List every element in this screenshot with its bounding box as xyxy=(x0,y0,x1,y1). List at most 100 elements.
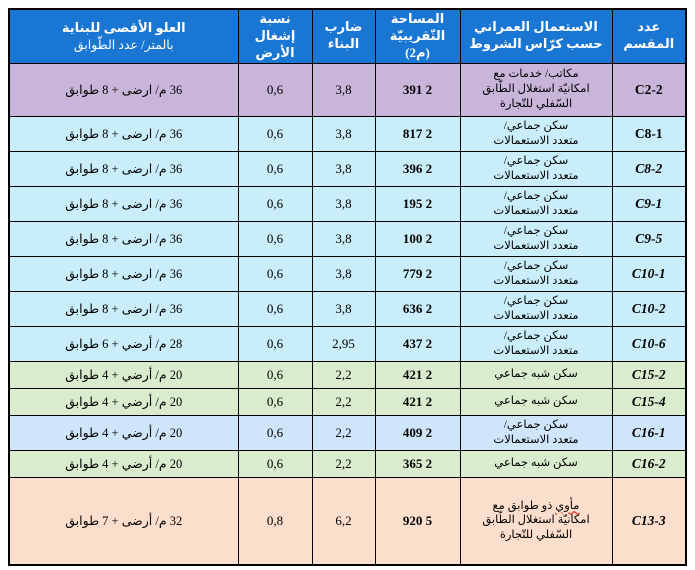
approx-area-cell: 2 421 xyxy=(374,360,461,389)
table-row: C15-2 سكن شبه جماعي 2 421 2,2 0,6 20 م/ أرضي … xyxy=(8,360,687,389)
building-coefficient-cell: 3,8 xyxy=(311,115,376,152)
plot-number-cell: C16-1 xyxy=(611,414,687,451)
header-max-height-line1: العلو الأقصى للبناية xyxy=(61,19,186,35)
approx-area-cell: 2 421 xyxy=(374,387,461,416)
urban-usage-cell: سكن شبه جماعي xyxy=(459,387,613,416)
max-height-cell: 36 م/ ارضى + 8 طوابق xyxy=(8,185,239,222)
usage-line: سكن جماعي/ xyxy=(503,224,569,237)
header-plot-number: عدد المقسم xyxy=(611,8,687,64)
approx-area-cell: 2 195 xyxy=(374,185,461,222)
approx-area-cell: 2 437 xyxy=(374,325,461,362)
table-row: C10-2 سكن جماعي/متعدد الاستعمالات 2 636 3,8… xyxy=(8,290,687,327)
max-height-cell: 20 م/ أرضي + 4 طوابق xyxy=(8,387,239,416)
header-max-height: العلو الأقصى للبناية بالمتر/ عدد الطّواب… xyxy=(8,8,239,64)
table-row: C16-1 سكن جماعي/متعدد الاستعمالات 2 409 2,2… xyxy=(8,414,687,451)
plot-number-cell: C2-2 xyxy=(611,62,687,117)
building-coefficient-cell: 3,8 xyxy=(311,62,376,117)
header-approx-area: المساحة التّقريبيّة (م2) xyxy=(374,8,461,64)
plot-number-cell: C9-1 xyxy=(611,185,687,222)
building-coefficient-cell: 2,2 xyxy=(311,449,376,478)
building-coefficient-cell: 3,8 xyxy=(311,255,376,292)
max-height-cell: 20 م/ أرضي + 4 طوابق xyxy=(8,449,239,478)
building-coefficient-cell: 2,95 xyxy=(311,325,376,362)
usage-line: متعدد الاستعمالات xyxy=(493,309,579,322)
zoning-table: عدد المقسم الاستعمال العمراني حسب كرّاس … xyxy=(8,8,687,567)
land-occupancy-cell: 0,6 xyxy=(237,360,313,389)
urban-usage-cell: سكن جماعي/متعدد الاستعمالات xyxy=(459,150,613,187)
plot-number-cell: C10-6 xyxy=(611,325,687,362)
usage-line: سكن جماعي/ xyxy=(503,329,569,342)
building-coefficient-cell: 3,8 xyxy=(311,150,376,187)
approx-area-cell: 2 396 xyxy=(374,150,461,187)
header-coef-line2: البناء xyxy=(327,36,360,52)
usage-line: متعدد الاستعمالات xyxy=(493,433,579,446)
misspelled-word: مأوي xyxy=(555,499,580,512)
usage-line: سكن شبه جماعي xyxy=(494,395,578,408)
approx-area-cell: 2 409 xyxy=(374,414,461,451)
table-row: C9-5 سكن جماعي/متعدد الاستعمالات 2 100 3,8 0… xyxy=(8,220,687,257)
table-row: C9-1 سكن جماعي/متعدد الاستعمالات 2 195 3,8 0… xyxy=(8,185,687,222)
land-occupancy-cell: 0,6 xyxy=(237,414,313,451)
usage-line: متعدد الاستعمالات xyxy=(493,274,579,287)
land-occupancy-cell: 0,8 xyxy=(237,476,313,566)
max-height-cell: 36 م/ ارضى + 8 طوابق xyxy=(8,255,239,292)
table-row: C2-2 مكاتب/ خدمات مع امكانيّة استغلال الطّ… xyxy=(8,62,687,117)
plot-number-cell: C10-1 xyxy=(611,255,687,292)
building-coefficient-cell: 6,2 xyxy=(311,476,376,566)
approx-area-cell: 2 365 xyxy=(374,449,461,478)
plot-number-cell: C15-2 xyxy=(611,360,687,389)
usage-line: سكن جماعي/ xyxy=(503,259,569,272)
header-area-line1: المساحة xyxy=(390,11,445,26)
land-occupancy-cell: 0,6 xyxy=(237,185,313,222)
max-height-cell: 36 م/ ارضى + 8 طوابق xyxy=(8,115,239,152)
urban-usage-cell: سكن شبه جماعي xyxy=(459,449,613,478)
usage-line: سكن جماعي/ xyxy=(503,189,569,202)
urban-usage-cell: سكن جماعي/متعدد الاستعمالات xyxy=(459,220,613,257)
header-occupancy-line2: الأرض xyxy=(255,44,295,60)
building-coefficient-cell: 2,2 xyxy=(311,387,376,416)
max-height-cell: 20 م/ أرضي + 4 طوابق xyxy=(8,360,239,389)
max-height-cell: 28 م/ أرضي + 6 طوابق xyxy=(8,325,239,362)
max-height-cell: 20 م/ أرضي + 4 طوابق xyxy=(8,414,239,451)
building-coefficient-cell: 2,2 xyxy=(311,414,376,451)
table-row: C15-4 سكن شبه جماعي 2 421 2,2 0,6 20 م/ أرضي … xyxy=(8,387,687,416)
table-body: C2-2 مكاتب/ خدمات مع امكانيّة استغلال الطّ… xyxy=(8,62,687,566)
usage-line: سكن جماعي/ xyxy=(503,119,569,132)
table-row: C13-3 مأوي ذو طوابق مع امكانيّة استغلال ال… xyxy=(8,476,687,566)
land-occupancy-cell: 0,6 xyxy=(237,115,313,152)
urban-usage-cell: سكن جماعي/متعدد الاستعمالات xyxy=(459,115,613,152)
urban-usage-cell: سكن جماعي/متعدد الاستعمالات xyxy=(459,414,613,451)
plot-number-cell: C16-2 xyxy=(611,449,687,478)
urban-usage-cell: سكن جماعي/متعدد الاستعمالات xyxy=(459,255,613,292)
land-occupancy-cell: 0,6 xyxy=(237,387,313,416)
urban-usage-cell: مكاتب/ خدمات مع امكانيّة استغلال الطّابق ا… xyxy=(459,62,613,117)
land-occupancy-cell: 0,6 xyxy=(237,325,313,362)
usage-line: متعدد الاستعمالات xyxy=(493,169,579,182)
usage-line: متعدد الاستعمالات xyxy=(493,204,579,217)
table-row: C8-2 سكن جماعي/متعدد الاستعمالات 2 396 3,8 0… xyxy=(8,150,687,187)
approx-area-cell: 5 920 xyxy=(374,476,461,566)
building-coefficient-cell: 2,2 xyxy=(311,360,376,389)
usage-line: متعدد الاستعمالات xyxy=(493,344,579,357)
usage-line: مأوي ذو طوابق مع xyxy=(492,499,580,512)
usage-line: امكانيّة استغلال الطّابق xyxy=(482,83,590,96)
table-row: C8-1 سكن جماعي/متعدد الاستعمالات 2 817 3,8 0… xyxy=(8,115,687,152)
usage-line: امكانيّة استغلال الطّابق xyxy=(482,514,590,527)
header-land-occupancy: نسبة إشغال الأرض xyxy=(237,8,313,64)
urban-usage-cell: سكن جماعي/متعدد الاستعمالات xyxy=(459,325,613,362)
plot-number-cell: C15-4 xyxy=(611,387,687,416)
building-coefficient-cell: 3,8 xyxy=(311,290,376,327)
plot-number-cell: C8-1 xyxy=(611,115,687,152)
header-plot-line1: عدد المقسم xyxy=(623,19,675,52)
building-coefficient-cell: 3,8 xyxy=(311,185,376,222)
usage-line: سكن شبه جماعي xyxy=(494,368,578,381)
max-height-cell: 36 م/ ارضى + 8 طوابق xyxy=(8,62,239,117)
land-occupancy-cell: 0,6 xyxy=(237,220,313,257)
header-usage-line2: حسب كرّاس الشروط xyxy=(469,36,603,52)
header-coef-line1: ضارب xyxy=(324,19,363,35)
land-occupancy-cell: 0,6 xyxy=(237,449,313,478)
max-height-cell: 36 م/ ارضى + 8 طوابق xyxy=(8,150,239,187)
building-coefficient-cell: 3,8 xyxy=(311,220,376,257)
usage-line: متعدد الاستعمالات xyxy=(493,134,579,147)
